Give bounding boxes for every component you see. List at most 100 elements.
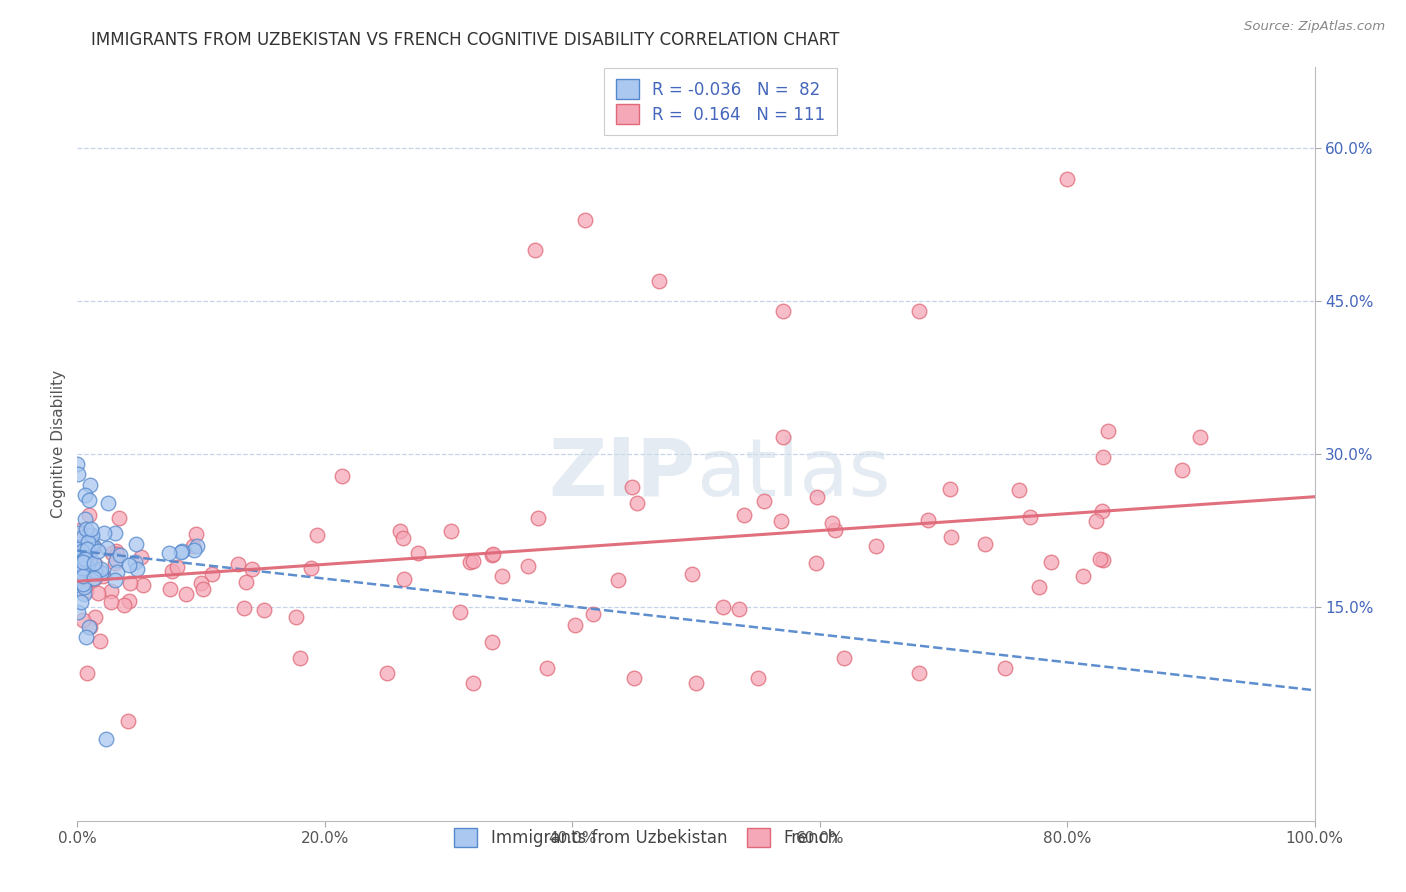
Text: IMMIGRANTS FROM UZBEKISTAN VS FRENCH COGNITIVE DISABILITY CORRELATION CHART: IMMIGRANTS FROM UZBEKISTAN VS FRENCH COG… — [91, 31, 839, 49]
Point — [824, 523, 846, 537]
Point — [75, 630, 97, 644]
Point — [72, 576, 94, 591]
Point — [463, 676, 485, 690]
Point — [733, 508, 755, 523]
Point — [79, 527, 101, 541]
Point — [66, 605, 89, 619]
Point — [517, 558, 540, 573]
Point — [1091, 503, 1114, 517]
Point — [1007, 483, 1029, 497]
Point — [170, 545, 193, 559]
Y-axis label: Cognitive Disability: Cognitive Disability — [51, 369, 66, 518]
Point — [67, 526, 90, 541]
Point — [536, 661, 558, 675]
Point — [70, 546, 93, 560]
Point — [607, 574, 630, 588]
Point — [73, 547, 96, 561]
Point — [69, 570, 91, 584]
Point — [80, 538, 103, 552]
Point — [184, 527, 207, 541]
Point — [72, 552, 94, 566]
Point — [681, 566, 703, 581]
Point — [1039, 555, 1062, 569]
Point — [77, 560, 100, 574]
Point — [84, 565, 107, 579]
Point — [685, 676, 707, 690]
Point — [70, 574, 93, 589]
Point — [193, 582, 215, 596]
Point — [524, 244, 547, 258]
Point — [449, 605, 471, 619]
Point — [79, 550, 101, 565]
Point — [186, 539, 208, 553]
Point — [69, 554, 91, 568]
Point — [80, 527, 103, 541]
Point — [129, 549, 152, 564]
Point — [77, 492, 100, 507]
Point — [72, 613, 94, 627]
Point — [90, 565, 112, 579]
Point — [481, 635, 503, 649]
Point — [79, 508, 101, 522]
Point — [75, 553, 97, 567]
Point — [89, 633, 111, 648]
Point — [527, 511, 550, 525]
Point — [82, 559, 104, 574]
Point — [285, 610, 308, 624]
Point — [240, 562, 263, 576]
Point — [235, 575, 257, 590]
Point — [491, 569, 513, 583]
Point — [73, 548, 96, 562]
Point — [77, 541, 100, 556]
Point — [463, 554, 485, 568]
Point — [93, 525, 115, 540]
Point — [907, 665, 929, 680]
Point — [100, 546, 122, 560]
Point — [66, 571, 89, 585]
Point — [301, 560, 323, 574]
Point — [90, 566, 112, 581]
Point — [769, 514, 792, 528]
Point — [67, 566, 90, 580]
Point — [73, 580, 96, 594]
Point — [76, 666, 98, 681]
Point — [994, 661, 1017, 675]
Point — [67, 467, 90, 482]
Point — [69, 523, 91, 537]
Point — [107, 510, 129, 524]
Point — [440, 524, 463, 538]
Point — [804, 556, 827, 570]
Point — [375, 665, 398, 680]
Point — [747, 671, 769, 685]
Point — [162, 565, 184, 579]
Point — [626, 496, 648, 510]
Point — [1056, 172, 1078, 186]
Point — [100, 595, 122, 609]
Point — [72, 553, 94, 567]
Point — [73, 558, 96, 572]
Point — [69, 558, 91, 572]
Point — [1088, 552, 1111, 566]
Point — [1018, 509, 1040, 524]
Point — [67, 573, 90, 587]
Point — [124, 555, 146, 569]
Point — [330, 469, 353, 483]
Point — [253, 602, 276, 616]
Point — [83, 541, 105, 555]
Point — [1085, 514, 1108, 528]
Point — [82, 537, 104, 551]
Point — [190, 575, 212, 590]
Point — [973, 536, 995, 550]
Point — [623, 671, 645, 685]
Point — [105, 547, 128, 561]
Point — [77, 620, 100, 634]
Point — [70, 551, 93, 566]
Point — [939, 482, 962, 496]
Point — [79, 620, 101, 634]
Point — [460, 555, 482, 569]
Point — [120, 576, 142, 591]
Point — [75, 555, 97, 569]
Point — [1091, 450, 1114, 465]
Point — [288, 650, 311, 665]
Point — [70, 547, 93, 561]
